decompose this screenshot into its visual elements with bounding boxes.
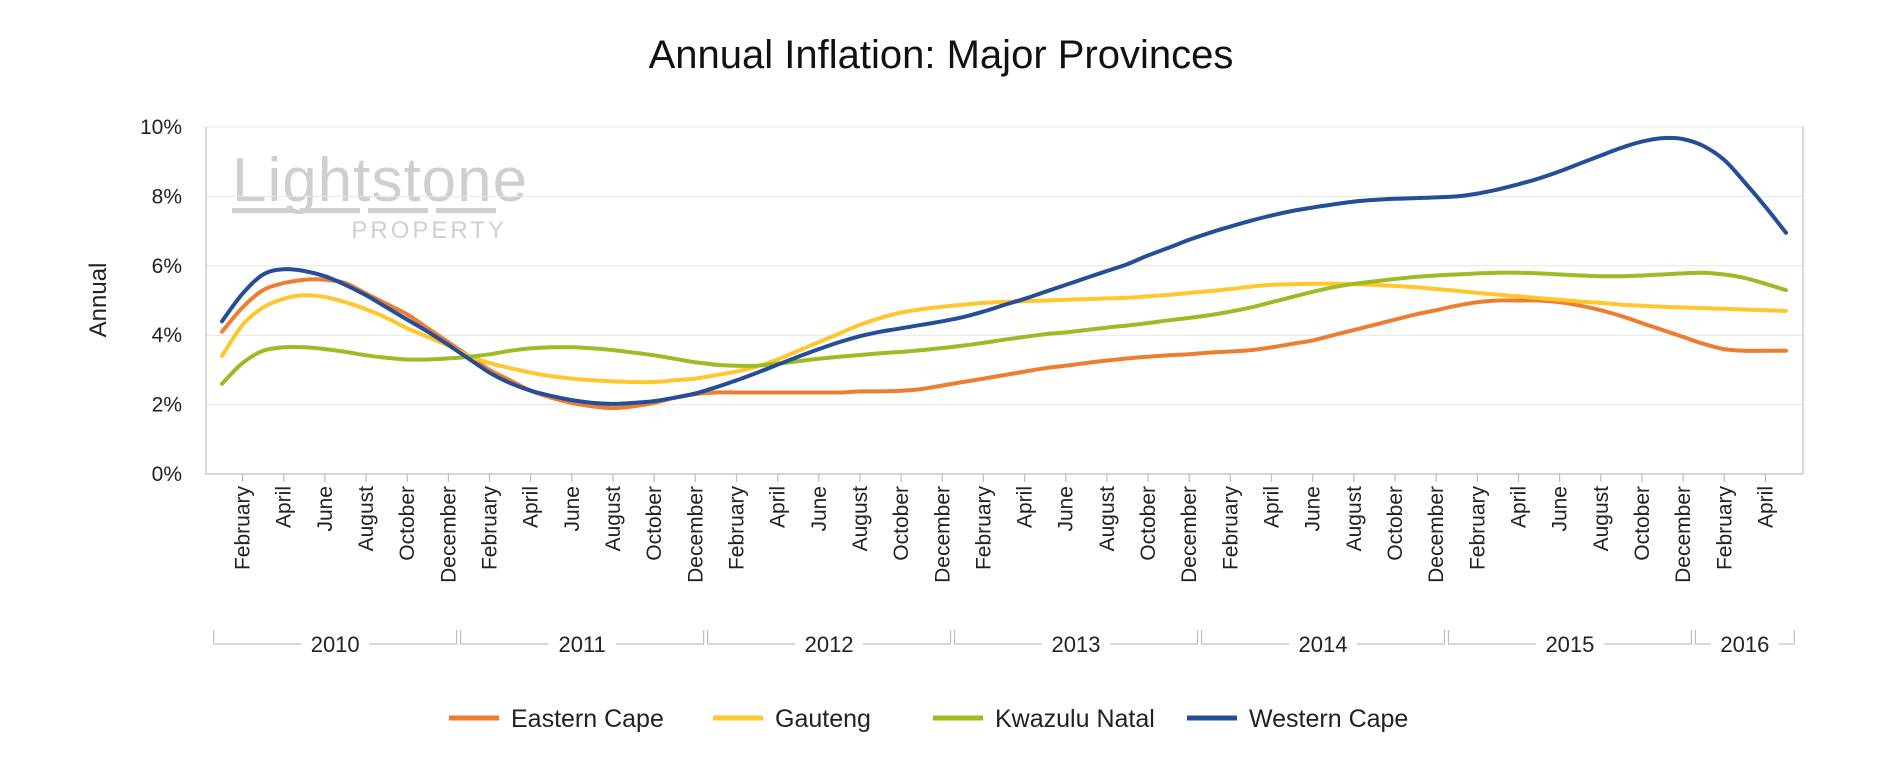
series-lines <box>220 135 1788 411</box>
x-tick-label: February <box>1219 486 1242 571</box>
y-tick-label: 0% <box>152 463 182 486</box>
y-tick-label: 10% <box>140 116 182 139</box>
legend-item-western-cape[interactable]: Western Cape <box>1187 705 1408 733</box>
x-tick-label: June <box>314 486 337 532</box>
y-axis-label: Annual <box>85 263 112 338</box>
legend-item-eastern-cape[interactable]: Eastern Cape <box>449 705 664 733</box>
year-label: 2011 <box>558 632 605 657</box>
year-label: 2014 <box>1298 632 1347 657</box>
x-tick-label: August <box>602 486 625 552</box>
y-tick-label: 8% <box>152 185 182 208</box>
x-tick-label: April <box>767 486 790 528</box>
watermark: Lightstone PROPERTY <box>232 146 528 244</box>
y-axis-ticks: 0% 2% 4% 6% 8% 10% <box>140 116 182 486</box>
gridlines <box>206 126 1803 406</box>
x-tick-label: October <box>1137 486 1160 561</box>
x-tick-label: August <box>1343 486 1366 552</box>
x-tick-label: February <box>1713 486 1736 571</box>
y-tick-label: 4% <box>152 324 182 347</box>
watermark-dashes <box>232 208 496 213</box>
x-tick-label: April <box>520 486 543 528</box>
x-tick-label: February <box>479 486 502 571</box>
x-tick-label: December <box>1672 486 1695 583</box>
year-label: 2015 <box>1545 632 1594 657</box>
axes <box>205 127 1804 475</box>
x-tick-label: February <box>232 486 255 571</box>
x-tick-label: February <box>972 486 995 571</box>
legend-label: Eastern Cape <box>511 705 664 733</box>
year-label: 2010 <box>311 632 360 657</box>
x-axis-ticks: February April June August October December Fe… <box>232 474 1777 583</box>
legend: Eastern Cape Gauteng Kwazulu Natal Western … <box>449 705 1408 733</box>
x-tick-label: August <box>355 486 378 552</box>
x-tick-label: October <box>890 486 913 561</box>
x-tick-label: February <box>725 486 748 571</box>
x-tick-label: August <box>849 486 872 552</box>
series-line-western-cape <box>220 135 1788 406</box>
watermark-line1: Lightstone <box>232 146 528 215</box>
x-tick-label: December <box>437 486 460 583</box>
x-tick-label: June <box>1055 486 1078 532</box>
x-tick-label: February <box>1466 486 1489 571</box>
x-tick-label: August <box>1096 486 1119 552</box>
x-tick-label: August <box>1590 486 1613 552</box>
legend-item-gauteng[interactable]: Gauteng <box>713 705 871 733</box>
x-tick-label: April <box>1261 486 1284 528</box>
x-tick-label: December <box>1425 486 1448 583</box>
x-tick-label: April <box>273 486 296 528</box>
x-tick-label: October <box>1384 486 1407 561</box>
x-tick-label: October <box>1631 486 1654 561</box>
x-tick-label: April <box>1014 486 1037 528</box>
x-tick-label: June <box>808 486 831 532</box>
series-line-kwazulu-natal <box>220 270 1788 386</box>
y-tick-label: 6% <box>152 255 182 278</box>
chart-title: Annual Inflation: Major Provinces <box>649 33 1234 77</box>
y-tick-label: 2% <box>152 394 182 417</box>
x-tick-label: June <box>1302 486 1325 532</box>
legend-label: Kwazulu Natal <box>995 705 1155 733</box>
x-tick-label: April <box>1754 486 1777 528</box>
series-line-eastern-cape <box>220 277 1788 411</box>
year-label: 2013 <box>1052 632 1101 657</box>
series-line-gauteng <box>220 281 1788 385</box>
legend-item-kwazulu-natal[interactable]: Kwazulu Natal <box>933 705 1155 733</box>
year-label: 2016 <box>1720 632 1769 657</box>
watermark-line2: PROPERTY <box>351 217 507 244</box>
x-tick-label: December <box>1178 486 1201 583</box>
legend-label: Western Cape <box>1249 705 1408 733</box>
x-tick-label: December <box>931 486 954 583</box>
x-tick-label: October <box>643 486 666 561</box>
x-tick-label: April <box>1507 486 1530 528</box>
legend-label: Gauteng <box>775 705 871 733</box>
year-groups: 2010 2011 2012 2013 2014 2015 2016 <box>213 630 1795 657</box>
x-tick-label: June <box>561 486 584 532</box>
x-tick-label: June <box>1549 486 1572 532</box>
x-tick-label: December <box>684 486 707 583</box>
year-label: 2012 <box>805 632 854 657</box>
x-tick-label: October <box>396 486 419 561</box>
